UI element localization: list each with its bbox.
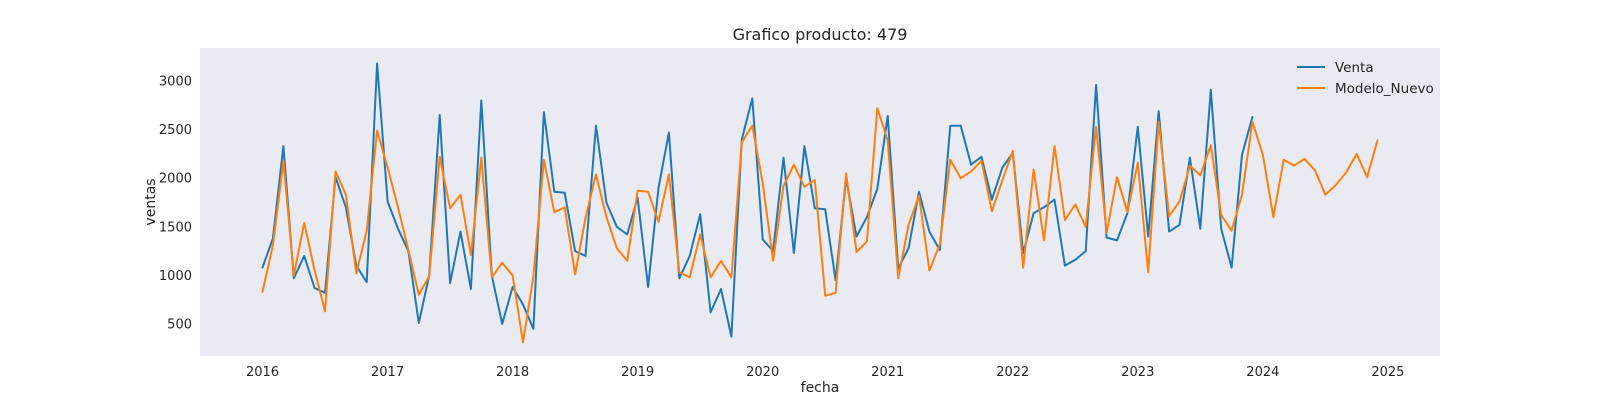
plot-area-background [200, 48, 1440, 356]
chart-title: Grafico producto: 479 [733, 25, 908, 44]
x-tick-label: 2017 [371, 365, 404, 380]
y-axis-label: ventas [143, 178, 159, 225]
y-tick-label: 2500 [159, 123, 192, 138]
x-tick-label: 2020 [746, 365, 779, 380]
x-axis-ticks: 2016 2017 2018 2019 2020 2021 2022 2023 2024 2025 [246, 365, 1404, 380]
x-tick-label: 2016 [246, 365, 279, 380]
x-tick-label: 2022 [996, 365, 1029, 380]
series-line-venta [261, 62, 1254, 338]
x-tick-label: 2018 [496, 365, 529, 380]
x-tick-label: 2019 [621, 365, 654, 380]
x-axis-label: fecha [801, 380, 840, 396]
series-lines [261, 62, 1379, 344]
x-tick-label: 2025 [1371, 365, 1404, 380]
legend-label: Venta [1335, 60, 1374, 76]
y-axis-ticks: 500 1000 1500 2000 2500 3000 [159, 75, 192, 333]
y-tick-label: 1500 [159, 220, 192, 235]
y-tick-label: 500 [167, 317, 192, 332]
series-line-modelo-nuevo [261, 107, 1379, 344]
y-tick-label: 3000 [159, 75, 192, 90]
x-tick-label: 2021 [871, 365, 904, 380]
y-tick-label: 1000 [159, 269, 192, 284]
x-tick-label: 2024 [1246, 365, 1279, 380]
legend: Venta Modelo_Nuevo [1297, 60, 1434, 97]
x-tick-label: 2023 [1121, 365, 1154, 380]
legend-label: Modelo_Nuevo [1335, 81, 1434, 97]
y-tick-label: 2000 [159, 172, 192, 187]
